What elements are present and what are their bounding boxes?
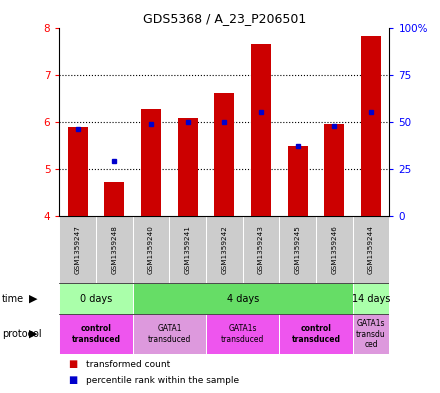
Text: GATA1s
transduced: GATA1s transduced [221, 324, 264, 344]
Bar [353, 314, 389, 354]
Bar [169, 216, 206, 283]
Bar [206, 216, 243, 283]
Bar [104, 182, 125, 216]
Text: GSM1359243: GSM1359243 [258, 225, 264, 274]
Bar [133, 216, 169, 283]
Text: GSM1359240: GSM1359240 [148, 225, 154, 274]
Text: control
transduced: control transduced [72, 324, 121, 344]
Bar [251, 44, 271, 216]
Bar [361, 36, 381, 216]
Text: GSM1359246: GSM1359246 [331, 225, 337, 274]
Text: 4 days: 4 days [227, 294, 259, 304]
Bar [178, 118, 198, 216]
Text: ▶: ▶ [29, 294, 37, 304]
Bar [206, 314, 279, 354]
Title: GDS5368 / A_23_P206501: GDS5368 / A_23_P206501 [143, 12, 306, 25]
Bar [324, 124, 345, 216]
Bar [316, 216, 353, 283]
Bar [141, 108, 161, 216]
Text: GSM1359247: GSM1359247 [75, 225, 81, 274]
Text: control
transduced: control transduced [292, 324, 341, 344]
Text: percentile rank within the sample: percentile rank within the sample [86, 376, 239, 385]
Text: GSM1359242: GSM1359242 [221, 225, 227, 274]
Text: time: time [2, 294, 24, 304]
Text: ▶: ▶ [29, 329, 37, 339]
Text: GSM1359248: GSM1359248 [111, 225, 117, 274]
Bar [353, 216, 389, 283]
Text: 0 days: 0 days [80, 294, 112, 304]
Bar [59, 283, 133, 314]
Text: GSM1359245: GSM1359245 [295, 225, 301, 274]
Text: GATA1s
transdu
ced: GATA1s transdu ced [356, 319, 386, 349]
Text: GSM1359241: GSM1359241 [185, 225, 191, 274]
Text: ■: ■ [68, 375, 77, 385]
Bar [279, 216, 316, 283]
Text: 14 days: 14 days [352, 294, 390, 304]
Bar [279, 314, 353, 354]
Bar [133, 314, 206, 354]
Text: transformed count: transformed count [86, 360, 170, 369]
Bar [59, 314, 133, 354]
Bar [243, 216, 279, 283]
Text: protocol: protocol [2, 329, 42, 339]
Text: GSM1359244: GSM1359244 [368, 225, 374, 274]
Bar [96, 216, 133, 283]
Bar [353, 283, 389, 314]
Bar [214, 93, 235, 216]
Bar [288, 146, 308, 216]
Bar [59, 216, 96, 283]
Bar [133, 283, 353, 314]
Bar [68, 127, 88, 216]
Text: GATA1
transduced: GATA1 transduced [148, 324, 191, 344]
Text: ■: ■ [68, 359, 77, 369]
